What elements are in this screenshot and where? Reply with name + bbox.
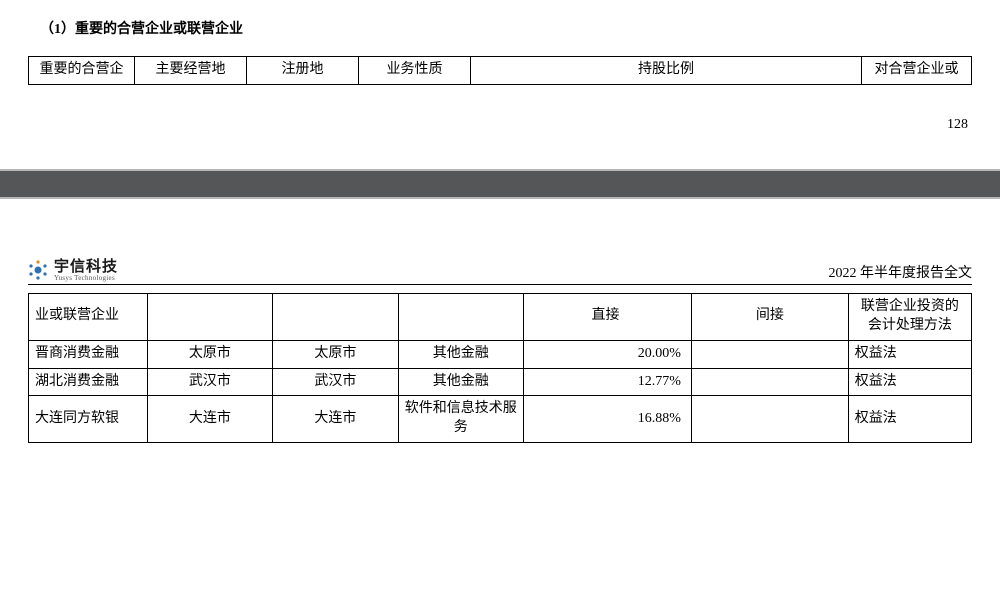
cell-method: 权益法 bbox=[848, 396, 971, 443]
brand-name-cn: 宇信科技 bbox=[54, 259, 118, 274]
cell-indirect bbox=[691, 396, 848, 443]
col-header: 对合营企业或 bbox=[862, 57, 972, 85]
page-lower: 宇信科技 Yusys Technologies 2022 年半年度报告全文 业或… bbox=[0, 259, 1000, 443]
cell-name: 晋商消费金融 bbox=[29, 340, 148, 368]
cell-loc: 太原市 bbox=[147, 340, 272, 368]
table-row: 业或联营企业 直接 间接 联营企业投资的会计处理方法 bbox=[29, 293, 972, 340]
cell-reg: 大连市 bbox=[273, 396, 398, 443]
col-header bbox=[147, 293, 272, 340]
table-jv-header: 重要的合营企 主要经营地 注册地 业务性质 持股比例 对合营企业或 bbox=[28, 56, 972, 85]
table-row: 重要的合营企 主要经营地 注册地 业务性质 持股比例 对合营企业或 bbox=[29, 57, 972, 85]
col-header bbox=[398, 293, 523, 340]
page-number: 128 bbox=[28, 85, 972, 141]
table-row: 大连同方软银 大连市 大连市 软件和信息技术服务 16.88% 权益法 bbox=[29, 396, 972, 443]
page-separator bbox=[0, 169, 1000, 199]
col-header bbox=[273, 293, 398, 340]
col-header: 直接 bbox=[523, 293, 691, 340]
col-header: 业或联营企业 bbox=[29, 293, 148, 340]
cell-method: 权益法 bbox=[848, 340, 971, 368]
brand-name-en: Yusys Technologies bbox=[54, 275, 118, 282]
col-header: 间接 bbox=[691, 293, 848, 340]
col-header: 重要的合营企 bbox=[29, 57, 135, 85]
brand-text: 宇信科技 Yusys Technologies bbox=[54, 259, 118, 282]
cell-name: 湖北消费金融 bbox=[29, 368, 148, 396]
cell-biz: 软件和信息技术服务 bbox=[398, 396, 523, 443]
cell-method: 权益法 bbox=[848, 368, 971, 396]
brand: 宇信科技 Yusys Technologies bbox=[28, 259, 118, 282]
col-header: 注册地 bbox=[247, 57, 359, 85]
cell-loc: 大连市 bbox=[147, 396, 272, 443]
cell-direct: 12.77% bbox=[523, 368, 691, 396]
cell-reg: 太原市 bbox=[273, 340, 398, 368]
cell-biz: 其他金融 bbox=[398, 368, 523, 396]
table-row: 晋商消费金融 太原市 太原市 其他金融 20.00% 权益法 bbox=[29, 340, 972, 368]
page-header: 宇信科技 Yusys Technologies 2022 年半年度报告全文 bbox=[28, 259, 972, 285]
brand-logo-icon bbox=[28, 260, 48, 280]
cell-biz: 其他金融 bbox=[398, 340, 523, 368]
cell-loc: 武汉市 bbox=[147, 368, 272, 396]
table-jv-body: 业或联营企业 直接 间接 联营企业投资的会计处理方法 晋商消费金融 太原市 太原… bbox=[28, 293, 972, 443]
table-row: 湖北消费金融 武汉市 武汉市 其他金融 12.77% 权益法 bbox=[29, 368, 972, 396]
col-header: 联营企业投资的会计处理方法 bbox=[848, 293, 971, 340]
col-header: 主要经营地 bbox=[135, 57, 247, 85]
cell-name: 大连同方软银 bbox=[29, 396, 148, 443]
col-header: 持股比例 bbox=[471, 57, 862, 85]
report-title: 2022 年半年度报告全文 bbox=[829, 262, 973, 282]
cell-direct: 16.88% bbox=[523, 396, 691, 443]
page-upper: （1）重要的合营企业或联营企业 重要的合营企 主要经营地 注册地 业务性质 持股… bbox=[0, 18, 1000, 141]
cell-reg: 武汉市 bbox=[273, 368, 398, 396]
col-header: 业务性质 bbox=[359, 57, 471, 85]
cell-indirect bbox=[691, 368, 848, 396]
cell-direct: 20.00% bbox=[523, 340, 691, 368]
section-heading: （1）重要的合营企业或联营企业 bbox=[40, 18, 972, 38]
cell-indirect bbox=[691, 340, 848, 368]
